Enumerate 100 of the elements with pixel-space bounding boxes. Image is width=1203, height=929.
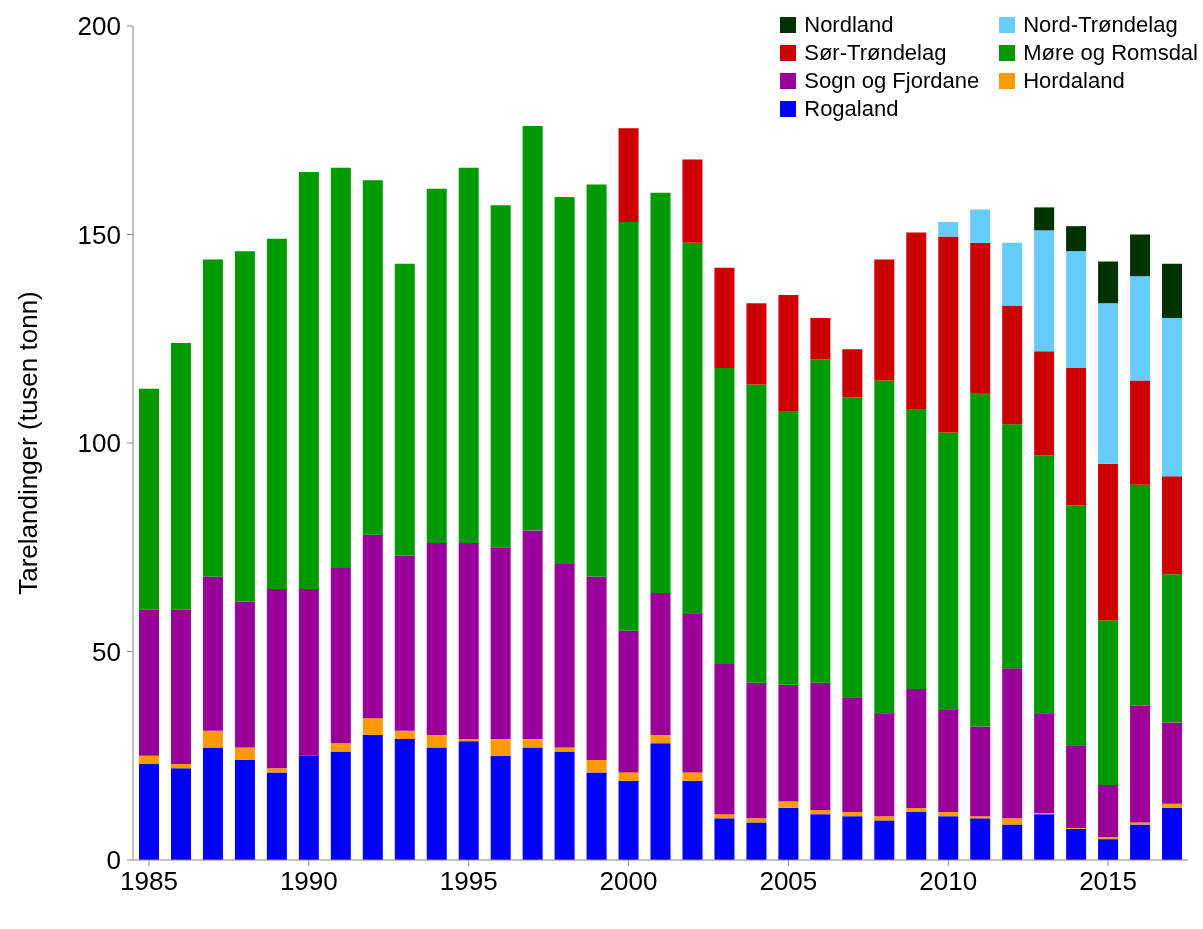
bar xyxy=(810,814,831,860)
bar xyxy=(842,397,863,698)
bar xyxy=(842,697,863,813)
bar xyxy=(234,747,255,760)
bar xyxy=(522,747,543,860)
bar xyxy=(746,818,767,823)
bar xyxy=(682,613,703,773)
bar xyxy=(714,367,735,665)
bar xyxy=(394,263,415,556)
bar xyxy=(810,809,831,815)
bar xyxy=(970,818,991,860)
bar xyxy=(1034,207,1055,231)
bar xyxy=(394,739,415,860)
bar xyxy=(746,822,767,860)
bar xyxy=(970,209,991,243)
bar xyxy=(842,349,863,398)
bar xyxy=(458,739,479,742)
bar xyxy=(234,601,255,748)
y-axis-title: Tarelandinger (tusen tonn) xyxy=(13,291,44,595)
bar xyxy=(906,232,927,410)
bar xyxy=(618,780,639,860)
bar xyxy=(810,317,831,360)
bar xyxy=(746,384,767,683)
bar xyxy=(1162,574,1183,723)
bar xyxy=(1066,745,1087,828)
x-tick-label: 1995 xyxy=(439,866,498,897)
bar xyxy=(1130,234,1151,277)
bar xyxy=(1098,261,1119,304)
bar xyxy=(650,743,671,860)
bar xyxy=(394,555,415,731)
bar xyxy=(714,818,735,860)
legend-label: Nord-Trøndelag xyxy=(1023,12,1178,38)
bar xyxy=(1130,484,1151,706)
bar xyxy=(1162,722,1183,804)
bar xyxy=(970,242,991,393)
bar xyxy=(906,807,927,813)
bar xyxy=(330,167,351,569)
bar xyxy=(1098,303,1119,464)
x-tick-label: 1985 xyxy=(120,866,178,897)
bar xyxy=(1066,251,1087,368)
bar xyxy=(1130,276,1151,381)
bar xyxy=(490,739,511,756)
bar xyxy=(810,682,831,810)
bar xyxy=(938,816,959,860)
bar xyxy=(1034,814,1055,860)
bar xyxy=(682,780,703,860)
bar xyxy=(1034,351,1055,456)
bar xyxy=(458,543,479,740)
y-tick-label: 200 xyxy=(77,11,121,42)
bar xyxy=(586,759,607,773)
bar xyxy=(426,747,447,860)
bar xyxy=(1162,807,1183,860)
bar xyxy=(586,772,607,860)
bar xyxy=(362,180,383,535)
bar xyxy=(426,543,447,735)
bar xyxy=(970,726,991,817)
x-tick-label: 2010 xyxy=(919,866,978,897)
y-tick-label: 100 xyxy=(77,428,121,459)
bar xyxy=(266,588,287,769)
bar xyxy=(266,768,287,773)
bar xyxy=(1162,803,1183,808)
legend-label: Sogn og Fjordane xyxy=(804,68,980,94)
bar xyxy=(682,242,703,614)
legend-label: Rogaland xyxy=(804,96,899,122)
bar xyxy=(298,171,319,589)
x-tick-label: 2000 xyxy=(599,866,658,897)
bar xyxy=(1098,620,1119,785)
bar xyxy=(746,682,767,819)
bar xyxy=(490,755,511,860)
bar xyxy=(266,772,287,860)
bar xyxy=(170,342,191,610)
bar xyxy=(490,205,511,548)
bar xyxy=(1162,317,1183,477)
legend-label: Sør-Trøndelag xyxy=(804,40,947,66)
x-tick-label: 2005 xyxy=(759,866,818,897)
legend-label: Nordland xyxy=(804,12,894,38)
bar xyxy=(330,751,351,860)
bar xyxy=(362,734,383,860)
bar xyxy=(139,755,159,765)
bar xyxy=(778,294,799,412)
bar xyxy=(1034,714,1055,813)
bar xyxy=(778,684,799,802)
bar xyxy=(714,664,735,815)
bar xyxy=(938,432,959,710)
bar xyxy=(970,392,991,727)
bar xyxy=(362,534,383,719)
bar xyxy=(618,772,639,781)
bar xyxy=(874,820,895,860)
bar xyxy=(522,126,543,531)
y-tick-label: 50 xyxy=(92,636,121,667)
bar xyxy=(522,739,543,748)
bar xyxy=(1130,822,1151,825)
bar xyxy=(1066,505,1087,746)
bar xyxy=(1002,424,1023,669)
bar xyxy=(170,768,191,860)
bar xyxy=(682,159,703,243)
bar xyxy=(1066,828,1087,860)
bar xyxy=(1098,837,1119,840)
bar xyxy=(1162,263,1183,318)
bar xyxy=(810,359,831,683)
